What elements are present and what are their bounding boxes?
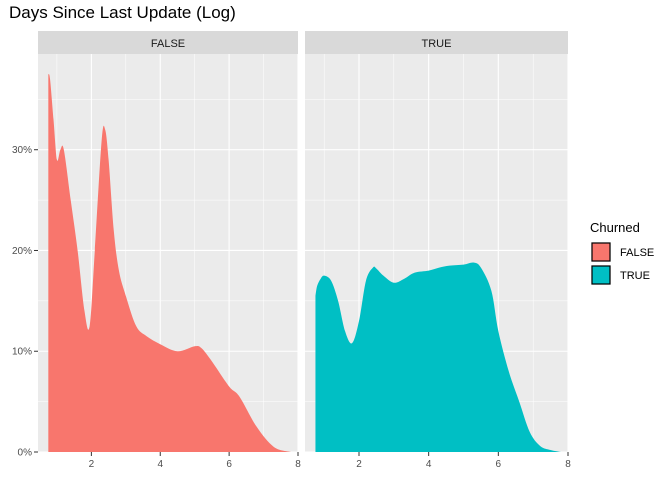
facet-strip bbox=[305, 31, 568, 54]
legend-key-true bbox=[591, 265, 611, 285]
y-tick-label: 20% bbox=[12, 246, 32, 257]
x-tick-label: 8 bbox=[565, 459, 571, 470]
legend-key-false bbox=[591, 242, 611, 262]
density-area-false bbox=[48, 74, 292, 452]
legend-label: FALSE bbox=[620, 247, 654, 259]
facet-strip-label: TRUE bbox=[422, 38, 452, 50]
x-tick-label: 6 bbox=[226, 459, 232, 470]
legend-label: TRUE bbox=[620, 270, 650, 282]
facet-strip-label: FALSE bbox=[151, 38, 185, 50]
y-tick-label: 10% bbox=[12, 347, 32, 358]
facet-strip bbox=[38, 31, 298, 54]
x-tick-label: 4 bbox=[157, 459, 163, 470]
chart-title: Days Since Last Update (Log) bbox=[9, 3, 236, 22]
legend-title: Churned bbox=[590, 220, 640, 235]
density-area-true bbox=[315, 262, 562, 452]
y-tick-label: 0% bbox=[18, 448, 33, 459]
x-tick-label: 2 bbox=[356, 459, 362, 470]
y-tick-label: 30% bbox=[12, 145, 32, 156]
x-tick-label: 6 bbox=[496, 459, 502, 470]
x-tick-label: 2 bbox=[89, 459, 95, 470]
x-tick-label: 4 bbox=[426, 459, 432, 470]
x-tick-label: 8 bbox=[295, 459, 301, 470]
